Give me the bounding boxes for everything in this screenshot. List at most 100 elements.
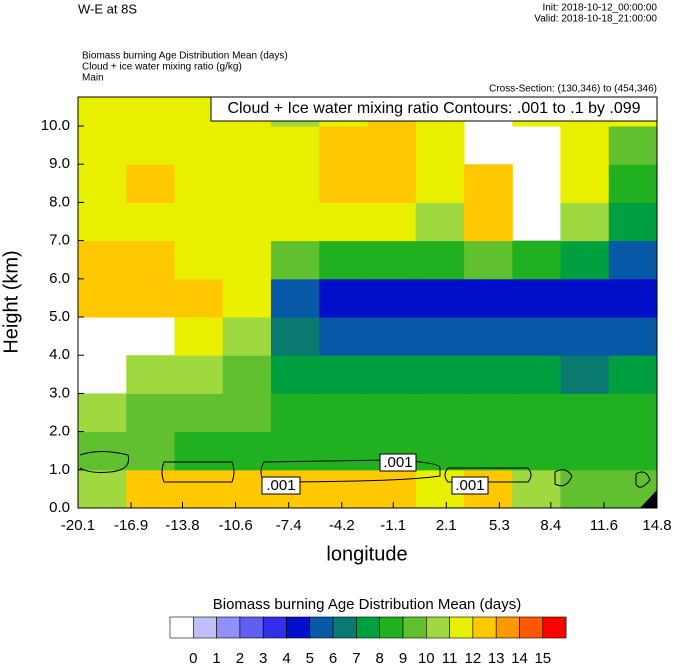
cell: [78, 97, 127, 127]
cell: [174, 126, 224, 165]
y-tick-label: 4.0: [49, 346, 70, 363]
cell: [222, 393, 272, 433]
contour-note-box: [210, 96, 658, 122]
subtitle: Cloud + ice water mixing ratio (g/kg): [82, 62, 242, 73]
cell: [560, 126, 610, 165]
x-tick-label: -1.1: [380, 517, 406, 534]
cell: [78, 393, 127, 433]
cell: [512, 278, 561, 318]
cell: [367, 278, 417, 318]
y-tick-label: 8.0: [49, 193, 70, 210]
subtitle: Main: [82, 73, 104, 84]
colorbar-label: 11: [442, 650, 458, 667]
y-axis-label: Height (km): [0, 250, 22, 353]
x-tick-label: 8.4: [540, 517, 561, 534]
cell: [512, 431, 561, 471]
cell: [222, 126, 272, 165]
cell: [367, 164, 417, 203]
cell: [78, 164, 127, 203]
cell: [174, 393, 224, 433]
cell: [174, 240, 224, 280]
colorbar-label: 7: [352, 650, 360, 667]
cell: [174, 202, 224, 242]
cell: [78, 202, 127, 242]
y-tick-label: 1.0: [49, 461, 70, 478]
colorbar-box: [193, 616, 217, 639]
colorbar-label: 4: [282, 650, 290, 667]
cell: [270, 202, 320, 242]
valid-time: Valid: 2018-10-18_21:00:00: [534, 14, 657, 25]
x-tick-label: -10.6: [219, 517, 253, 534]
colorbar-box: [495, 616, 520, 639]
cell: [174, 431, 224, 471]
y-tick-label: 5.0: [49, 308, 70, 325]
contour-label: .001: [383, 454, 412, 471]
cell: [560, 317, 610, 356]
cell: [174, 317, 224, 356]
cell: [464, 278, 513, 318]
cell: [608, 126, 658, 165]
colorbar-label: 6: [329, 650, 337, 667]
cell: [608, 202, 658, 242]
cell: [608, 393, 658, 433]
colorbar-label: 14: [511, 650, 528, 667]
colorbar-box: [309, 616, 334, 639]
cell: [367, 469, 417, 509]
cell: [174, 355, 224, 394]
cell: [464, 317, 513, 356]
contour-line: [554, 469, 573, 487]
cell: [270, 240, 320, 280]
x-tick-label: 5.3: [489, 517, 510, 534]
cell: [512, 240, 561, 280]
colorbar-box: [239, 616, 264, 639]
colorbar-label: 3: [259, 650, 267, 667]
cell: [415, 355, 465, 394]
cell: [126, 355, 176, 394]
contours: [79, 451, 651, 488]
cell: [560, 469, 610, 509]
cell: [608, 317, 658, 356]
cell: [222, 317, 272, 356]
cell: [319, 355, 368, 394]
cell: [415, 278, 465, 318]
cell: [512, 317, 561, 356]
cell: [319, 278, 368, 318]
cell: [270, 393, 320, 433]
cell: [512, 393, 561, 433]
cell: [319, 126, 368, 165]
subtitle: Biomass burning Age Distribution Mean (d…: [82, 51, 288, 62]
cell: [126, 126, 176, 165]
cell: [319, 164, 368, 203]
cell: [222, 355, 272, 394]
cell: [126, 431, 176, 471]
cell: [367, 355, 417, 394]
colorbar-label: 15: [534, 650, 551, 667]
cell: [367, 317, 417, 356]
contour-note: Cloud + Ice water mixing ratio Contours:…: [227, 100, 640, 117]
cell: [319, 240, 368, 280]
y-tick-label: 7.0: [49, 232, 70, 249]
colorbar-label: 1: [212, 650, 220, 667]
cell: [608, 240, 658, 280]
cell: [78, 469, 127, 509]
chart-title: W-E at 8S: [78, 1, 137, 16]
cell: [464, 240, 513, 280]
cell: [560, 164, 610, 203]
cell: [319, 317, 368, 356]
cell: [270, 278, 320, 318]
cell: [608, 164, 658, 203]
cell: [222, 278, 272, 318]
cell: [608, 355, 658, 394]
cell: [464, 431, 513, 471]
cell: [512, 469, 561, 509]
cell: [126, 202, 176, 242]
cell: [126, 469, 176, 509]
contour-label-box: [451, 476, 489, 495]
colorbar-box: [262, 616, 287, 639]
cell: [367, 202, 417, 242]
colorbar-box: [356, 616, 380, 639]
colorbar-label: 9: [399, 650, 407, 667]
cell: [367, 126, 417, 165]
colorbar-label: 12: [465, 650, 482, 667]
